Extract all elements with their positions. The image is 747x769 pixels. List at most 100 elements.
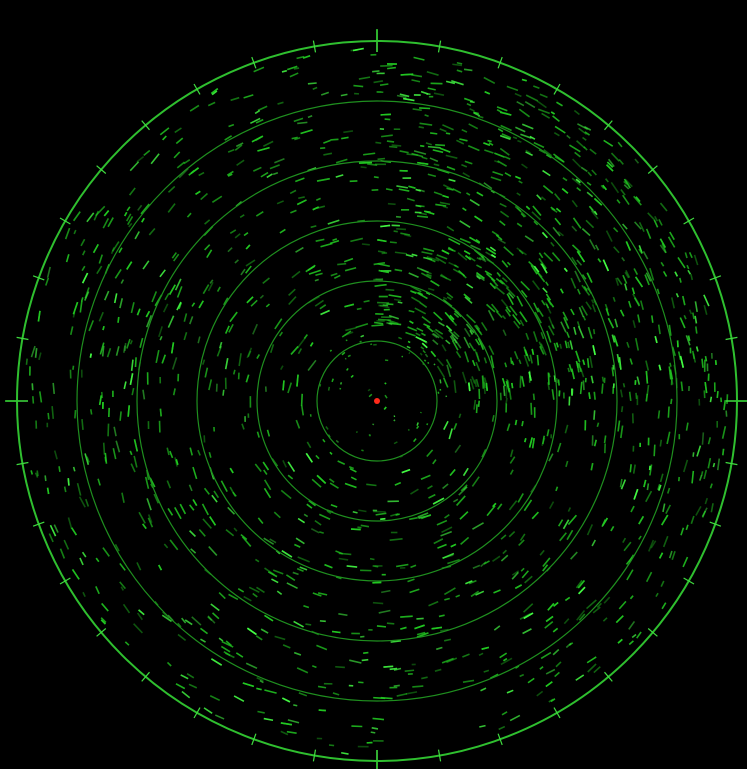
radar-echo (224, 135, 233, 141)
radar-echo (542, 557, 551, 568)
radar-echo (102, 547, 110, 557)
radar-echo (617, 357, 622, 369)
radar-echo (458, 413, 462, 419)
radar-echo (536, 194, 542, 201)
radar-echo (571, 177, 582, 186)
radar-echo (417, 512, 429, 518)
radar-echo (229, 486, 236, 497)
radar-echo (589, 239, 596, 250)
radar-echo (30, 345, 36, 358)
radar-echo (669, 369, 674, 380)
radar-echo (415, 332, 421, 337)
radar-echo (376, 91, 384, 93)
radar-echo (691, 470, 695, 484)
radar-echo (577, 288, 581, 295)
minor-bearing-tick (553, 83, 561, 95)
radar-echo (483, 357, 488, 364)
radar-echo (256, 687, 262, 691)
radar-echo (173, 253, 180, 262)
radar-echo (411, 74, 423, 78)
radar-echo (518, 539, 525, 547)
radar-echo (224, 377, 227, 390)
radar-echo (620, 425, 624, 439)
radar-echo (649, 267, 655, 281)
radar-echo (716, 420, 719, 428)
radar-echo (256, 431, 260, 438)
radar-echo (357, 526, 362, 529)
radar-echo (349, 180, 358, 183)
radar-echo (464, 351, 470, 363)
radar-echo (466, 283, 474, 289)
radar-echo (244, 416, 246, 422)
radar-echo (385, 188, 393, 191)
radar-echo (475, 351, 479, 358)
radar-echo (688, 251, 693, 259)
radar-echo (406, 197, 415, 202)
radar-echo (335, 439, 339, 443)
radar-echo (113, 293, 118, 304)
radar-echo (656, 288, 660, 295)
radar-echo (295, 177, 305, 183)
radar-echo (373, 80, 384, 84)
minor-bearing-tick (251, 733, 257, 746)
radar-echo (300, 393, 303, 407)
radar-echo (259, 679, 264, 684)
radar-echo (509, 449, 514, 458)
radar-echo (651, 315, 654, 323)
radar-echo (53, 524, 59, 533)
radar-echo (420, 474, 431, 481)
radar-echo (359, 340, 362, 343)
radar-echo (666, 431, 671, 445)
radar-echo (542, 287, 548, 294)
radar-echo (386, 140, 395, 143)
radar-echo (266, 173, 273, 179)
radar-echo (632, 320, 636, 328)
radar-echo (624, 283, 628, 291)
radar-echo (252, 592, 258, 598)
radar-echo (253, 66, 265, 73)
radar-echo (144, 476, 150, 489)
radar-echo (177, 633, 187, 641)
radar-echo (554, 671, 560, 678)
radar-echo (554, 156, 565, 163)
radar-echo (373, 343, 377, 346)
radar-echo (444, 638, 451, 642)
radar-echo (647, 212, 655, 221)
radar-echo (174, 278, 182, 291)
radar-echo (661, 514, 669, 526)
radar-echo (659, 202, 668, 212)
radar-echo (521, 163, 528, 169)
radar-echo (484, 91, 491, 95)
radar-echo (586, 656, 597, 664)
radar-echo (208, 546, 218, 556)
radar-echo (233, 527, 238, 532)
radar-echo (250, 117, 261, 125)
radar-echo (504, 156, 511, 160)
radar-echo (346, 367, 349, 371)
radar-echo (147, 421, 150, 430)
radar-echo (540, 332, 545, 340)
radar-echo (166, 447, 170, 456)
radar-echo (499, 652, 508, 659)
radar-echo (552, 226, 561, 237)
radar-echo (100, 619, 106, 625)
radar-echo (363, 651, 369, 655)
radar-echo (439, 201, 451, 206)
radar-echo (358, 76, 371, 80)
radar-echo (432, 497, 445, 505)
radar-echo (551, 252, 561, 262)
radar-echo (607, 317, 615, 329)
radar-echo (620, 189, 626, 196)
radar-echo (595, 244, 600, 251)
radar-echo (557, 379, 560, 386)
radar-echo (262, 277, 270, 285)
radar-echo (438, 614, 445, 618)
radar-echo (369, 434, 371, 437)
radar-echo (593, 666, 601, 674)
radar-echo (436, 519, 448, 526)
radar-echo (433, 191, 443, 196)
radar-echo (536, 307, 544, 318)
radar-echo (372, 423, 375, 426)
